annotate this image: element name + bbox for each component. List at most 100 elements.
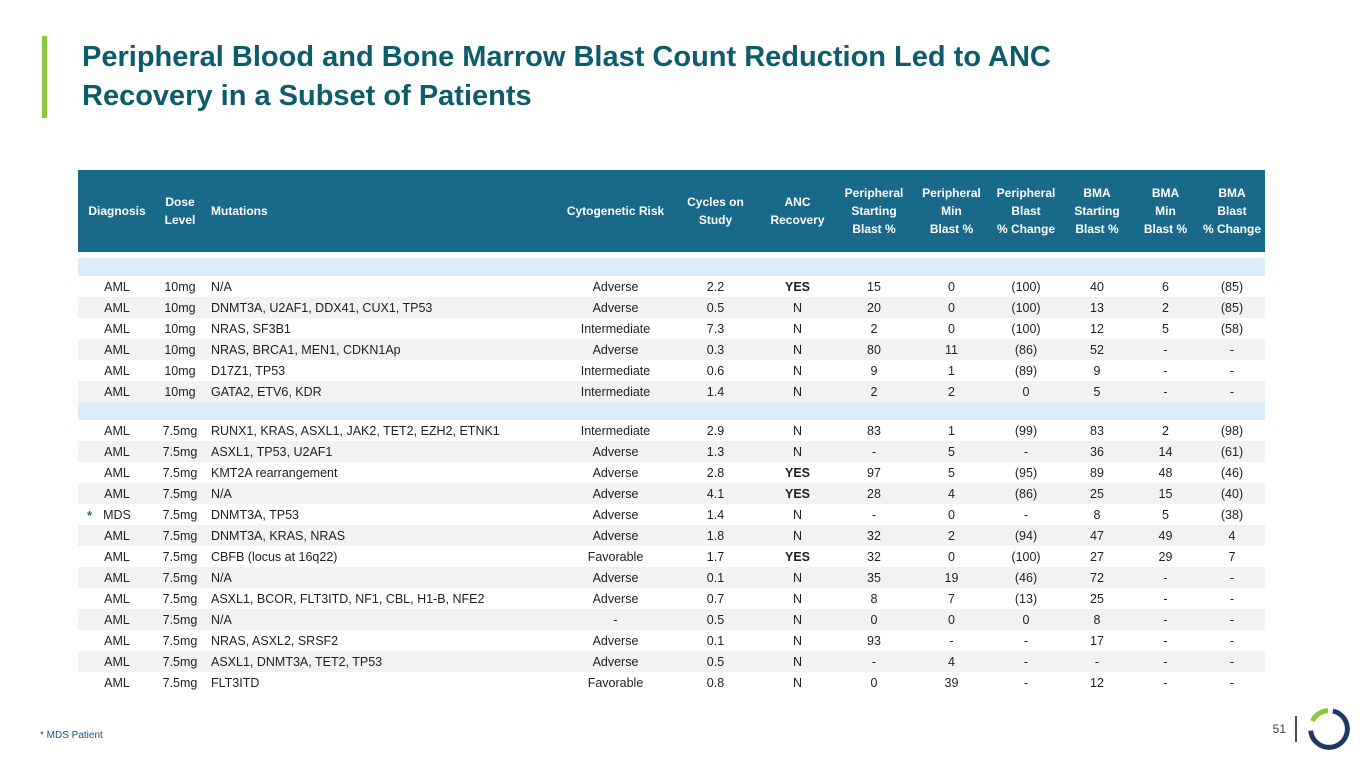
cell-p_change: (46): [990, 567, 1062, 588]
cell-p_change: -: [990, 651, 1062, 672]
table-row: AML 10mg NRAS, SF3B1 Intermediate 7.3 N 2 0 (100…: [78, 318, 1265, 339]
footer-divider: [1295, 716, 1297, 742]
cell-cycles: 1.4: [671, 381, 760, 402]
cell-b_start: 8: [1062, 504, 1132, 525]
cell-mutations: FLT3ITD: [204, 672, 560, 693]
cell-b_min: 48: [1132, 462, 1199, 483]
cell-p_change: -: [990, 441, 1062, 462]
column-header-dose: Dose Level: [156, 170, 204, 258]
cell-b_min: 5: [1132, 318, 1199, 339]
cell-risk: Adverse: [560, 525, 671, 546]
column-header-risk: Cytogenetic Risk: [560, 170, 671, 258]
cell-cycles: 0.7: [671, 588, 760, 609]
cell-diagnosis: AML: [78, 588, 156, 609]
cell-b_change: (85): [1199, 297, 1265, 318]
cell-b_min: 2: [1132, 420, 1199, 441]
cell-cycles: 0.5: [671, 297, 760, 318]
cell-b_change: -: [1199, 672, 1265, 693]
cell-b_start: 89: [1062, 462, 1132, 483]
table-row: AML 7.5mg RUNX1, KRAS, ASXL1, JAK2, TET2, …: [78, 420, 1265, 441]
cell-anc: N: [760, 609, 835, 630]
cell-b_change: -: [1199, 339, 1265, 360]
cell-p_min: 0: [913, 546, 990, 567]
cell-p_min: 4: [913, 483, 990, 504]
table-row: AML 10mg NRAS, BRCA1, MEN1, CDKN1Ap Adverse…: [78, 339, 1265, 360]
cell-p_min: 19: [913, 567, 990, 588]
cell-b_start: 72: [1062, 567, 1132, 588]
cell-diagnosis: AML: [78, 360, 156, 381]
cell-p_start: 0: [835, 672, 913, 693]
cell-b_change: -: [1199, 651, 1265, 672]
cell-cycles: 1.7: [671, 546, 760, 567]
cell-p_change: (95): [990, 462, 1062, 483]
cell-diagnosis: AML: [78, 420, 156, 441]
cell-p_min: 5: [913, 462, 990, 483]
cell-anc: N: [760, 504, 835, 525]
cell-risk: Adverse: [560, 588, 671, 609]
cell-p_change: (99): [990, 420, 1062, 441]
cell-p_min: 5: [913, 441, 990, 462]
cell-risk: Adverse: [560, 651, 671, 672]
cell-mutations: NRAS, SF3B1: [204, 318, 560, 339]
table-row: AML 7.5mg ASXL1, TP53, U2AF1 Adverse 1.3 N -5-…: [78, 441, 1265, 462]
cell-p_start: 83: [835, 420, 913, 441]
table-row: AML 7.5mg CBFB (locus at 16q22) Favorable 1.…: [78, 546, 1265, 567]
cell-p_start: 97: [835, 462, 913, 483]
cell-cycles: 0.6: [671, 360, 760, 381]
column-header-p_change: Peripheral Blast % Change: [990, 170, 1062, 258]
cell-anc: N: [760, 381, 835, 402]
cell-p_start: -: [835, 441, 913, 462]
cell-b_start: 36: [1062, 441, 1132, 462]
cell-cycles: 0.3: [671, 339, 760, 360]
cell-b_start: 52: [1062, 339, 1132, 360]
cell-risk: Favorable: [560, 546, 671, 567]
cell-dose: 7.5mg: [156, 462, 204, 483]
column-header-mutations: Mutations: [204, 170, 560, 258]
cell-mutations: ASXL1, DNMT3A, TET2, TP53: [204, 651, 560, 672]
cell-risk: Favorable: [560, 672, 671, 693]
page-title: Peripheral Blood and Bone Marrow Blast C…: [82, 41, 1051, 112]
cell-b_change: (85): [1199, 276, 1265, 297]
cell-b_change: 7: [1199, 546, 1265, 567]
cell-b_start: 47: [1062, 525, 1132, 546]
cell-dose: 10mg: [156, 276, 204, 297]
table-row: AML 7.5mg KMT2A rearrangement Adverse 2.8 YES…: [78, 462, 1265, 483]
cell-diagnosis: AML: [78, 483, 156, 504]
cell-p_start: 2: [835, 318, 913, 339]
cell-anc: N: [760, 318, 835, 339]
cell-risk: Adverse: [560, 462, 671, 483]
cell-p_change: (86): [990, 483, 1062, 504]
cell-cycles: 2.8: [671, 462, 760, 483]
cell-cycles: 0.1: [671, 567, 760, 588]
cell-p_change: (100): [990, 318, 1062, 339]
cell-b_min: -: [1132, 588, 1199, 609]
cell-b_start: 13: [1062, 297, 1132, 318]
cell-p_min: 0: [913, 504, 990, 525]
table-row: AML 10mg GATA2, ETV6, KDR Intermediate 1.4 N 2…: [78, 381, 1265, 402]
cell-dose: 7.5mg: [156, 588, 204, 609]
cell-b_min: -: [1132, 651, 1199, 672]
column-header-anc: ANC Recovery: [760, 170, 835, 258]
cell-p_start: 80: [835, 339, 913, 360]
cell-anc: N: [760, 339, 835, 360]
cell-b_min: 2: [1132, 297, 1199, 318]
cell-risk: Adverse: [560, 339, 671, 360]
group-separator-band: [78, 258, 1265, 276]
cell-p_change: (13): [990, 588, 1062, 609]
cell-p_start: 2: [835, 381, 913, 402]
cell-mutations: GATA2, ETV6, KDR: [204, 381, 560, 402]
cell-p_min: 39: [913, 672, 990, 693]
cell-dose: 7.5mg: [156, 483, 204, 504]
cell-cycles: 1.4: [671, 504, 760, 525]
cell-risk: Adverse: [560, 630, 671, 651]
cell-p_start: 32: [835, 525, 913, 546]
cell-mutations: N/A: [204, 609, 560, 630]
cell-diagnosis: AML: [78, 441, 156, 462]
cell-p_change: (89): [990, 360, 1062, 381]
cell-dose: 7.5mg: [156, 504, 204, 525]
cell-mutations: D17Z1, TP53: [204, 360, 560, 381]
cell-anc: YES: [760, 483, 835, 504]
cell-mutations: ASXL1, BCOR, FLT3ITD, NF1, CBL, H1-B, NF…: [204, 588, 560, 609]
cell-mutations: NRAS, BRCA1, MEN1, CDKN1Ap: [204, 339, 560, 360]
cell-p_change: (86): [990, 339, 1062, 360]
